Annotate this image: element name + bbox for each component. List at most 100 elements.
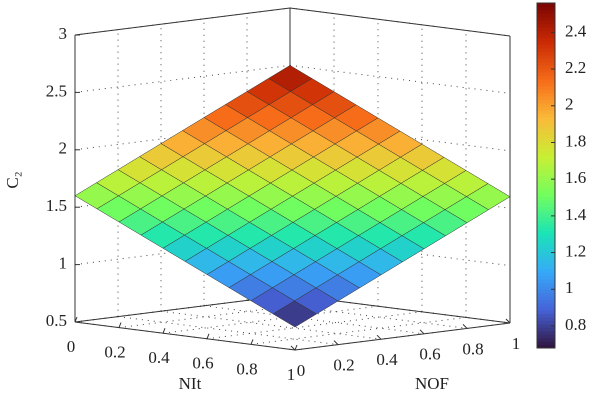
- colorbar-segment: [537, 310, 555, 314]
- colorbar-tick-label: 2.2: [565, 58, 586, 77]
- x-tick-label: 1: [287, 365, 296, 384]
- colorbar-segment: [537, 85, 555, 90]
- colorbar-segment: [537, 241, 555, 245]
- x-tick-label: 0.4: [148, 348, 170, 367]
- colorbar-tick-label: 2: [565, 95, 574, 114]
- z-tick-label: 1: [59, 254, 68, 273]
- tick-mark: [74, 316, 78, 323]
- colorbar-segment: [537, 292, 555, 297]
- z-axis-label: C₂: [3, 171, 22, 188]
- colorbar-segment: [537, 268, 555, 273]
- tick-mark: [462, 324, 468, 329]
- tick-mark: [206, 333, 210, 339]
- colorbar-segment: [537, 182, 555, 187]
- colorbar-segment: [537, 123, 555, 128]
- colorbar-segment: [537, 230, 555, 235]
- colorbar-segment: [537, 210, 555, 214]
- x-tick-label: 0.8: [236, 359, 257, 378]
- tick-mark: [290, 345, 296, 351]
- colorbar-segment: [537, 54, 555, 59]
- colorbar-segment: [537, 141, 555, 145]
- colorbar-segment: [537, 99, 555, 104]
- colorbar-segment: [537, 254, 555, 259]
- axes: 0.511.522.530 0.2 0.4 0.6 0.8 1 0 0.2 0.4 0.6 0.8 1…: [46, 2, 587, 384]
- tick-mark: [419, 329, 425, 335]
- colorbar-segment: [537, 227, 555, 232]
- colorbar-segment: [537, 23, 555, 28]
- x-tick-label: 0: [67, 337, 76, 356]
- tick-mark: [505, 318, 511, 324]
- colorbar-tick-label: 2.4: [565, 21, 587, 40]
- x-tick-label: 0.6: [192, 354, 213, 373]
- colorbar-segment: [537, 265, 555, 270]
- z-tick-label: 0.5: [46, 311, 67, 330]
- colorbar-segment: [537, 75, 555, 80]
- colorbar-segment: [537, 103, 555, 107]
- frame: [74, 321, 296, 351]
- colorbar-frame: [536, 2, 556, 349]
- colorbar-segment: [537, 6, 555, 11]
- y-axis-label: NOF: [415, 374, 449, 393]
- tick-mark: [118, 322, 122, 328]
- colorbar-segment: [537, 40, 555, 45]
- colorbar-segment: [537, 220, 555, 225]
- colorbar-tick-label: 1: [565, 278, 574, 297]
- colorbar-segment: [537, 258, 555, 263]
- surface: [74, 65, 511, 328]
- colorbar-segment: [537, 327, 555, 332]
- colorbar-segment: [537, 78, 555, 83]
- colorbar-segment: [537, 154, 555, 159]
- colorbar-segment: [537, 37, 555, 42]
- colorbar-segment: [537, 203, 555, 208]
- colorbar-segment: [537, 175, 555, 180]
- colorbar-segment: [537, 109, 555, 114]
- grid-line: [160, 310, 382, 340]
- colorbar-segment: [537, 261, 555, 266]
- colorbar-segment: [537, 337, 555, 342]
- colorbar-segment: [537, 120, 555, 125]
- colorbar-segment: [537, 147, 555, 152]
- colorbar-segment: [537, 275, 555, 280]
- colorbar-segment: [537, 9, 555, 14]
- colorbar-segment: [537, 144, 555, 149]
- colorbar-segment: [537, 137, 555, 142]
- colorbar-segment: [537, 282, 555, 287]
- colorbar-segment: [537, 272, 555, 277]
- colorbar-segment: [537, 247, 555, 252]
- z-tick-label: 2.5: [46, 81, 67, 100]
- colorbar-segment: [537, 178, 555, 183]
- frame: [294, 322, 511, 351]
- colorbar-tick-label: 1.2: [565, 241, 586, 260]
- colorbar-tick-label: 1.8: [565, 131, 586, 150]
- colorbar-segment: [537, 116, 555, 121]
- tick-mark: [294, 344, 298, 351]
- colorbar-segment: [537, 47, 555, 52]
- colorbar-segment: [537, 92, 555, 97]
- colorbar-segment: [537, 96, 555, 101]
- colorbar-segment: [537, 27, 555, 32]
- y-tick-label: 0.6: [419, 345, 440, 364]
- y-tick-label: 0.8: [462, 339, 483, 358]
- colorbar-segment: [537, 30, 555, 35]
- grid-line: [117, 316, 339, 346]
- colorbar-segment: [537, 127, 555, 132]
- colorbar-segment: [537, 196, 555, 201]
- colorbar-segment: [537, 206, 555, 211]
- colorbar-segment: [537, 158, 555, 163]
- colorbar-segment: [537, 68, 555, 73]
- tick-mark: [162, 328, 166, 334]
- tick-mark: [333, 340, 339, 345]
- colorbar-segment: [537, 334, 555, 339]
- y-tick-label: 0: [297, 361, 306, 380]
- colorbar-segment: [537, 61, 555, 66]
- colorbar-segment: [537, 3, 555, 7]
- tick-mark: [250, 339, 254, 345]
- colorbar-segment: [537, 303, 555, 308]
- colorbar-segment: [537, 330, 555, 335]
- z-tick-label: 3: [59, 24, 68, 43]
- z-tick-label: 2: [59, 139, 68, 158]
- colorbar-segment: [537, 161, 555, 166]
- frame: [74, 7, 291, 36]
- colorbar-segment: [537, 279, 555, 283]
- colorbar-segment: [537, 106, 555, 111]
